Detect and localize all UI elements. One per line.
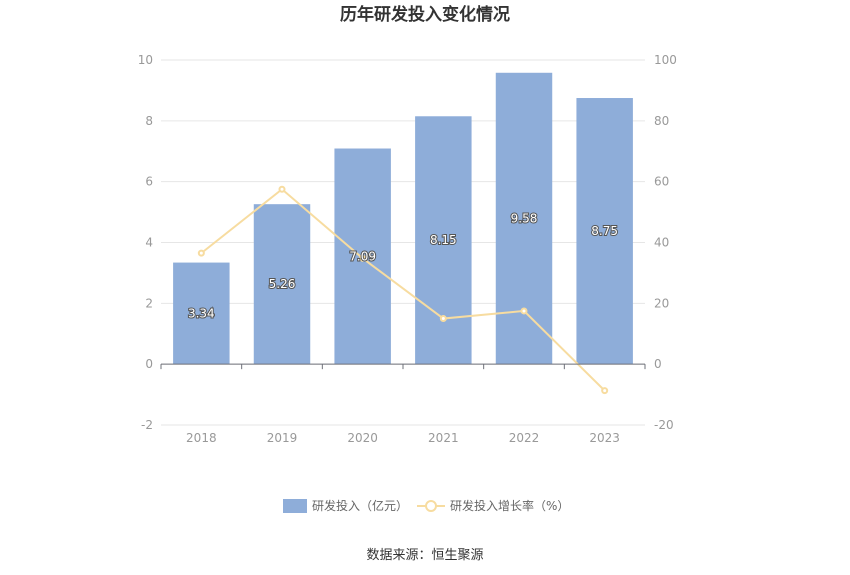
line-series xyxy=(197,185,609,395)
growth-line xyxy=(200,187,606,392)
y-left-tick-label: 4 xyxy=(145,236,153,250)
legend-line-label[interactable]: 研发投入增长率（%） xyxy=(450,498,569,513)
bar-value-label: 8.15 xyxy=(430,233,457,247)
legend-line-marker[interactable] xyxy=(425,500,437,512)
line-point[interactable] xyxy=(359,254,367,262)
right-axis: -20 0 20 40 60 80 100 xyxy=(654,53,677,432)
bar[interactable] xyxy=(415,116,472,365)
bar-labels: 3.34 5.26 7.09 8.15 9.58 8.75 xyxy=(187,210,619,321)
y-left-tick-label: 0 xyxy=(145,357,153,371)
bar[interactable] xyxy=(253,204,311,365)
y-left-tick-label: 10 xyxy=(138,53,153,67)
bar-value-label: 3.34 xyxy=(188,306,215,320)
legend-bar-label[interactable]: 研发投入（亿元） xyxy=(312,498,408,513)
bar-value-label: 7.09 xyxy=(349,249,376,263)
x-tick-label: 2020 xyxy=(347,431,378,445)
line-point[interactable] xyxy=(197,249,205,257)
x-tick-label: 2022 xyxy=(509,431,540,445)
x-tick-label: 2018 xyxy=(186,431,217,445)
bar-value-label: 9.58 xyxy=(511,211,538,225)
legend: 研发投入（亿元） 研发投入增长率（%） xyxy=(283,498,569,513)
y-left-tick-label: -2 xyxy=(141,418,153,432)
y-right-tick-label: 80 xyxy=(654,114,669,128)
bar[interactable] xyxy=(495,72,553,365)
line-point[interactable] xyxy=(278,185,286,193)
y-right-tick-label: 0 xyxy=(654,357,662,371)
line-point[interactable] xyxy=(520,307,528,315)
chart-title: 历年研发投入变化情况 xyxy=(340,4,510,25)
bar-value-label: 5.26 xyxy=(269,277,296,291)
bar[interactable] xyxy=(576,98,633,365)
source-text: 数据来源：恒生聚源 xyxy=(366,548,483,563)
x-axis: 2018 2019 2020 2021 2022 2023 xyxy=(160,363,646,445)
x-tick-label: 2023 xyxy=(589,431,620,445)
y-right-tick-label: 20 xyxy=(654,296,669,310)
grid xyxy=(161,59,645,426)
bar-series xyxy=(173,72,633,365)
y-left-tick-label: 2 xyxy=(145,296,153,310)
x-tick-label: 2019 xyxy=(267,431,298,445)
line-point[interactable] xyxy=(439,315,447,323)
bar-value-label: 8.75 xyxy=(591,224,618,238)
left-axis: -2 0 2 4 6 8 10 xyxy=(138,53,153,432)
x-tick-label: 2021 xyxy=(428,431,459,445)
y-left-tick-label: 8 xyxy=(145,114,153,128)
y-right-tick-label: -20 xyxy=(654,418,674,432)
y-right-tick-label: 60 xyxy=(654,175,669,189)
bar[interactable] xyxy=(173,262,230,365)
line-point[interactable] xyxy=(601,387,609,395)
legend-bar-swatch[interactable] xyxy=(283,499,307,513)
y-left-tick-label: 6 xyxy=(145,175,153,189)
y-right-tick-label: 100 xyxy=(654,53,677,67)
y-right-tick-label: 40 xyxy=(654,236,669,250)
